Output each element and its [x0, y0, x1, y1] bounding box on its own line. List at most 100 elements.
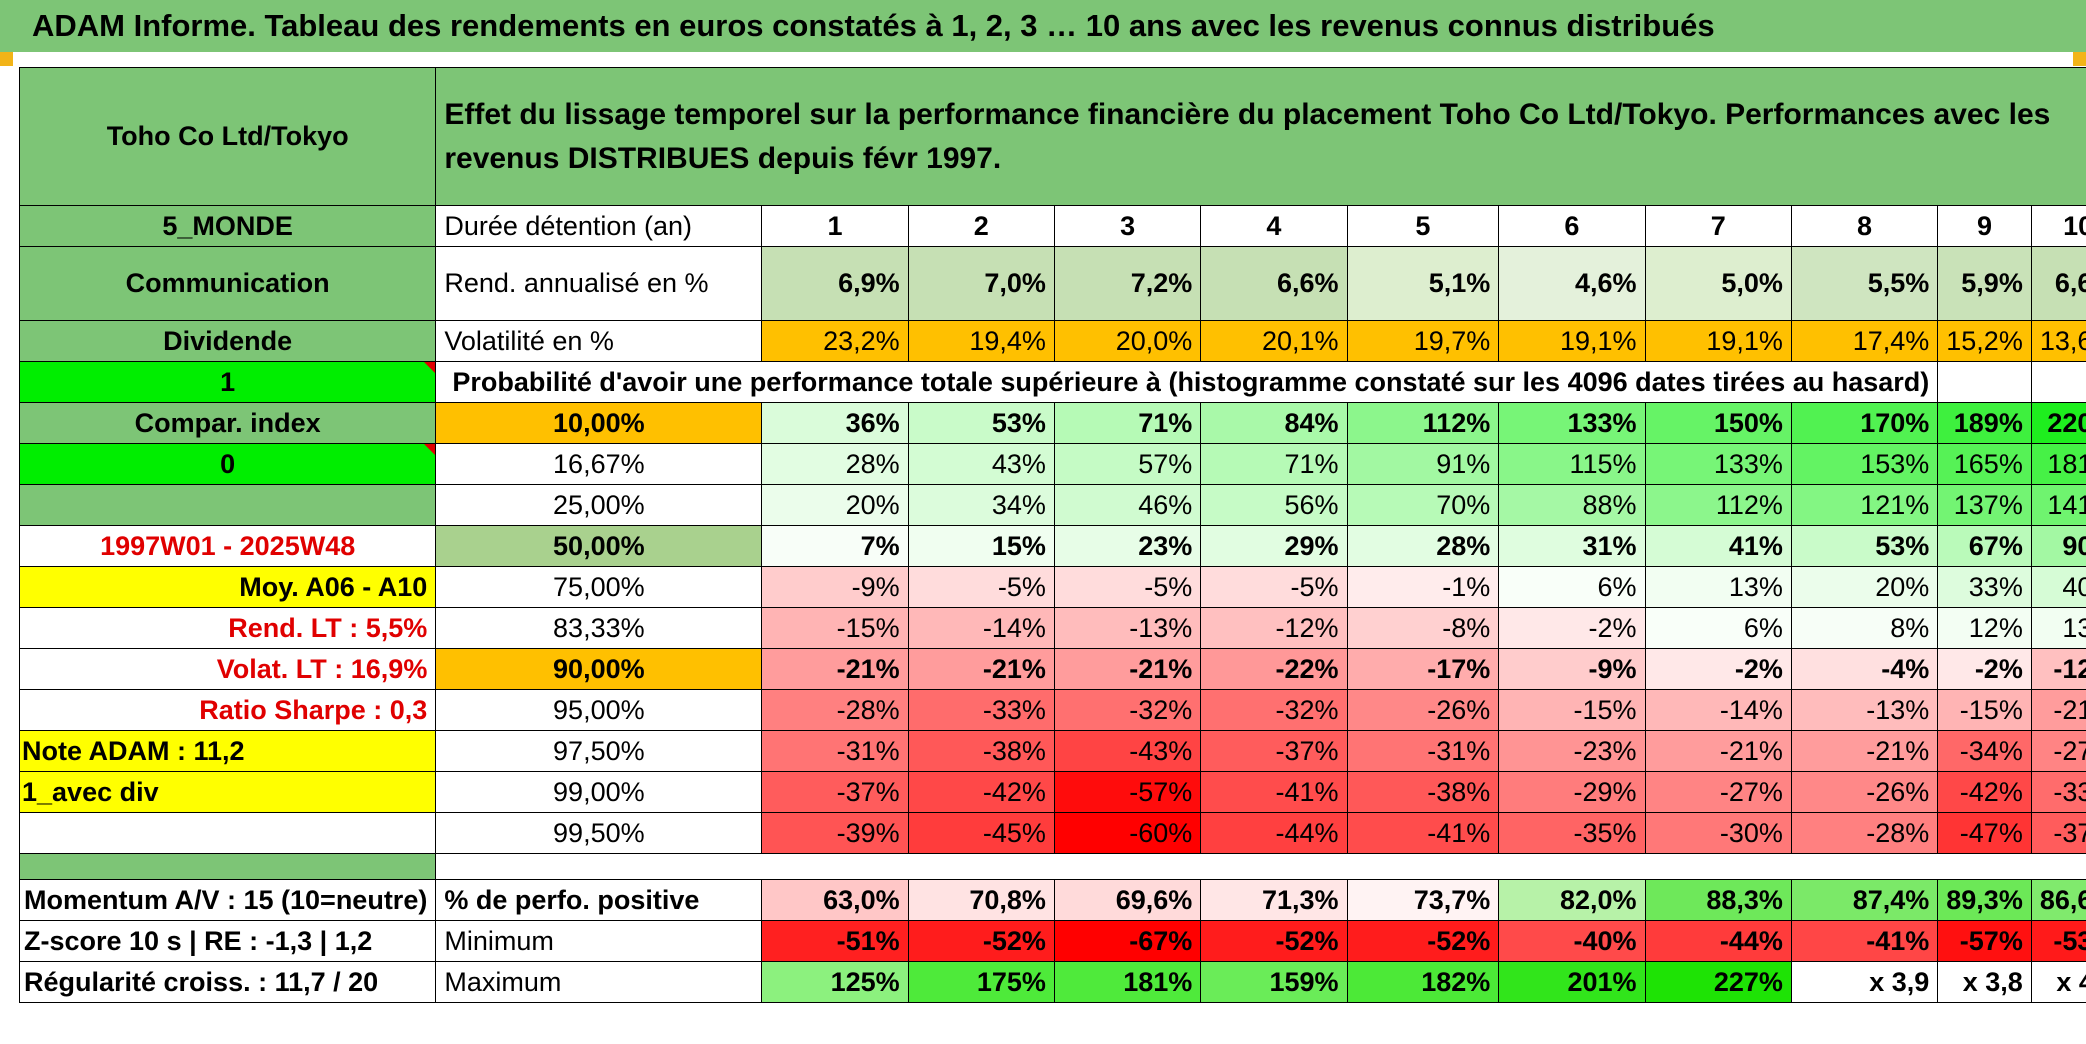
quantile-value: -43%: [1053, 730, 1202, 772]
duration-header: 7: [1644, 205, 1792, 247]
corner-marker-right: [2073, 52, 2086, 66]
quantile-value: 71%: [1200, 443, 1348, 485]
income-type-label: Dividende: [18, 320, 437, 362]
quantile-value: -27%: [2030, 730, 2086, 772]
quantile-value: 13%: [2030, 607, 2086, 649]
quantile-value: 53%: [907, 402, 1055, 444]
positive-value: 71,3%: [1200, 879, 1348, 921]
volatility-value: 17,4%: [1790, 320, 1939, 362]
quantile-value: 170%: [1790, 402, 1939, 444]
quantile-value: 23%: [1053, 525, 1202, 567]
quantile-value: -60%: [1053, 812, 1202, 854]
maximum-value: 159%: [1200, 961, 1348, 1003]
volatility-value: 15,2%: [1937, 320, 2032, 362]
quantile-value: 20%: [761, 484, 909, 526]
quantile-value: -31%: [761, 730, 909, 772]
quantile-value: -31%: [1346, 730, 1500, 772]
maximum-value: 125%: [761, 961, 909, 1003]
company-name: Toho Co Ltd/Tokyo: [18, 67, 437, 206]
quantile-percent: 75,00%: [435, 566, 763, 608]
performance-table: Toho Co Ltd/Tokyo Effet du lissage tempo…: [18, 67, 2086, 1003]
volatility-value: 20,0%: [1053, 320, 1202, 362]
minimum-value: -57%: [1937, 920, 2032, 962]
quantile-value: 88%: [1498, 484, 1646, 526]
quantile-value: -30%: [1644, 812, 1792, 854]
quantile-value: -26%: [1790, 771, 1939, 813]
minimum-value: -44%: [1644, 920, 1792, 962]
quantile-value: -14%: [1644, 689, 1792, 731]
annual-return-label: Rend. annualisé en %: [435, 246, 763, 321]
quantile-value: -28%: [761, 689, 909, 731]
quantile-value: 6%: [1644, 607, 1792, 649]
quantile-value: 41%: [1644, 525, 1792, 567]
minimum-value: -52%: [907, 920, 1055, 962]
probability-label: Probabilité d'avoir une performance tota…: [435, 361, 1938, 403]
selector-cell-1[interactable]: 1: [18, 361, 437, 403]
quantile-value: -22%: [1200, 648, 1348, 690]
quantile-value: -42%: [907, 771, 1055, 813]
empty-cell: [1937, 361, 2032, 403]
annual-return-value: 5,0%: [1644, 246, 1792, 321]
quantile-value: 43%: [907, 443, 1055, 485]
quantile-value: -21%: [2030, 689, 2086, 731]
quantile-value: -21%: [1644, 730, 1792, 772]
annual-return-value: 7,2%: [1053, 246, 1202, 321]
quantile-value: 84%: [1200, 402, 1348, 444]
positive-value: 69,6%: [1053, 879, 1202, 921]
annual-return-value: 4,6%: [1498, 246, 1646, 321]
annual-return-value: 6,6%: [1200, 246, 1348, 321]
maximum-value: 201%: [1498, 961, 1646, 1003]
quantile-value: -15%: [1498, 689, 1646, 731]
quantile-value: 56%: [1200, 484, 1348, 526]
spacer-green-cell: [18, 853, 437, 880]
quantile-percent: 50,00%: [435, 525, 763, 567]
quantile-percent: 97,50%: [435, 730, 763, 772]
positive-value: 82,0%: [1498, 879, 1646, 921]
quantile-value: 12%: [1937, 607, 2032, 649]
positive-value: 89,3%: [1937, 879, 2032, 921]
report-title: ADAM Informe. Tableau des rendements en …: [0, 0, 2086, 52]
quantile-value: -33%: [907, 689, 1055, 731]
quantile-value: 33%: [1937, 566, 2032, 608]
quantile-value: 28%: [761, 443, 909, 485]
quantile-value: -37%: [1200, 730, 1348, 772]
positive-value: 63,0%: [761, 879, 909, 921]
minimum-value: -53%: [2030, 920, 2086, 962]
quantile-value: 34%: [907, 484, 1055, 526]
quantile-value: 29%: [1200, 525, 1348, 567]
quantile-value: 67%: [1937, 525, 2032, 567]
quantile-value: -21%: [1790, 730, 1939, 772]
long-term-return: Rend. LT : 5,5%: [18, 607, 437, 649]
duration-header: 5: [1346, 205, 1500, 247]
quantile-value: 13%: [1644, 566, 1792, 608]
quantile-value: -15%: [1937, 689, 2032, 731]
duration-header: 2: [907, 205, 1055, 247]
annual-return-value: 6,6%: [2030, 246, 2086, 321]
quantile-value: -2%: [1498, 607, 1646, 649]
quantile-value: 70%: [1346, 484, 1500, 526]
annual-return-value: 5,1%: [1346, 246, 1500, 321]
average-label: Moy. A06 - A10: [18, 566, 437, 608]
quantile-percent: 25,00%: [435, 484, 763, 526]
quantile-value: -4%: [1790, 648, 1939, 690]
quantile-value: 141%: [2030, 484, 2086, 526]
quantile-value: -9%: [1498, 648, 1646, 690]
quantile-value: -12%: [2030, 648, 2086, 690]
compar-index-label: Compar. index: [18, 402, 437, 444]
quantile-value: 153%: [1790, 443, 1939, 485]
quantile-value: -2%: [1937, 648, 2032, 690]
quantile-value: -15%: [761, 607, 909, 649]
selector-cell-2[interactable]: 0: [18, 443, 437, 485]
quantile-value: -39%: [761, 812, 909, 854]
quantile-percent: 10,00%: [435, 402, 763, 444]
volatility-label: Volatilité en %: [435, 320, 763, 362]
maximum-value: 227%: [1644, 961, 1792, 1003]
quantile-value: -32%: [1053, 689, 1202, 731]
quantile-value: -26%: [1346, 689, 1500, 731]
quantile-value: 36%: [761, 402, 909, 444]
region-label: 5_MONDE: [18, 205, 437, 247]
positive-performance-label: % de perfo. positive: [435, 879, 763, 921]
quantile-value: -37%: [761, 771, 909, 813]
quantile-value: -41%: [1200, 771, 1348, 813]
maximum-value: x 4,1: [2030, 961, 2086, 1003]
